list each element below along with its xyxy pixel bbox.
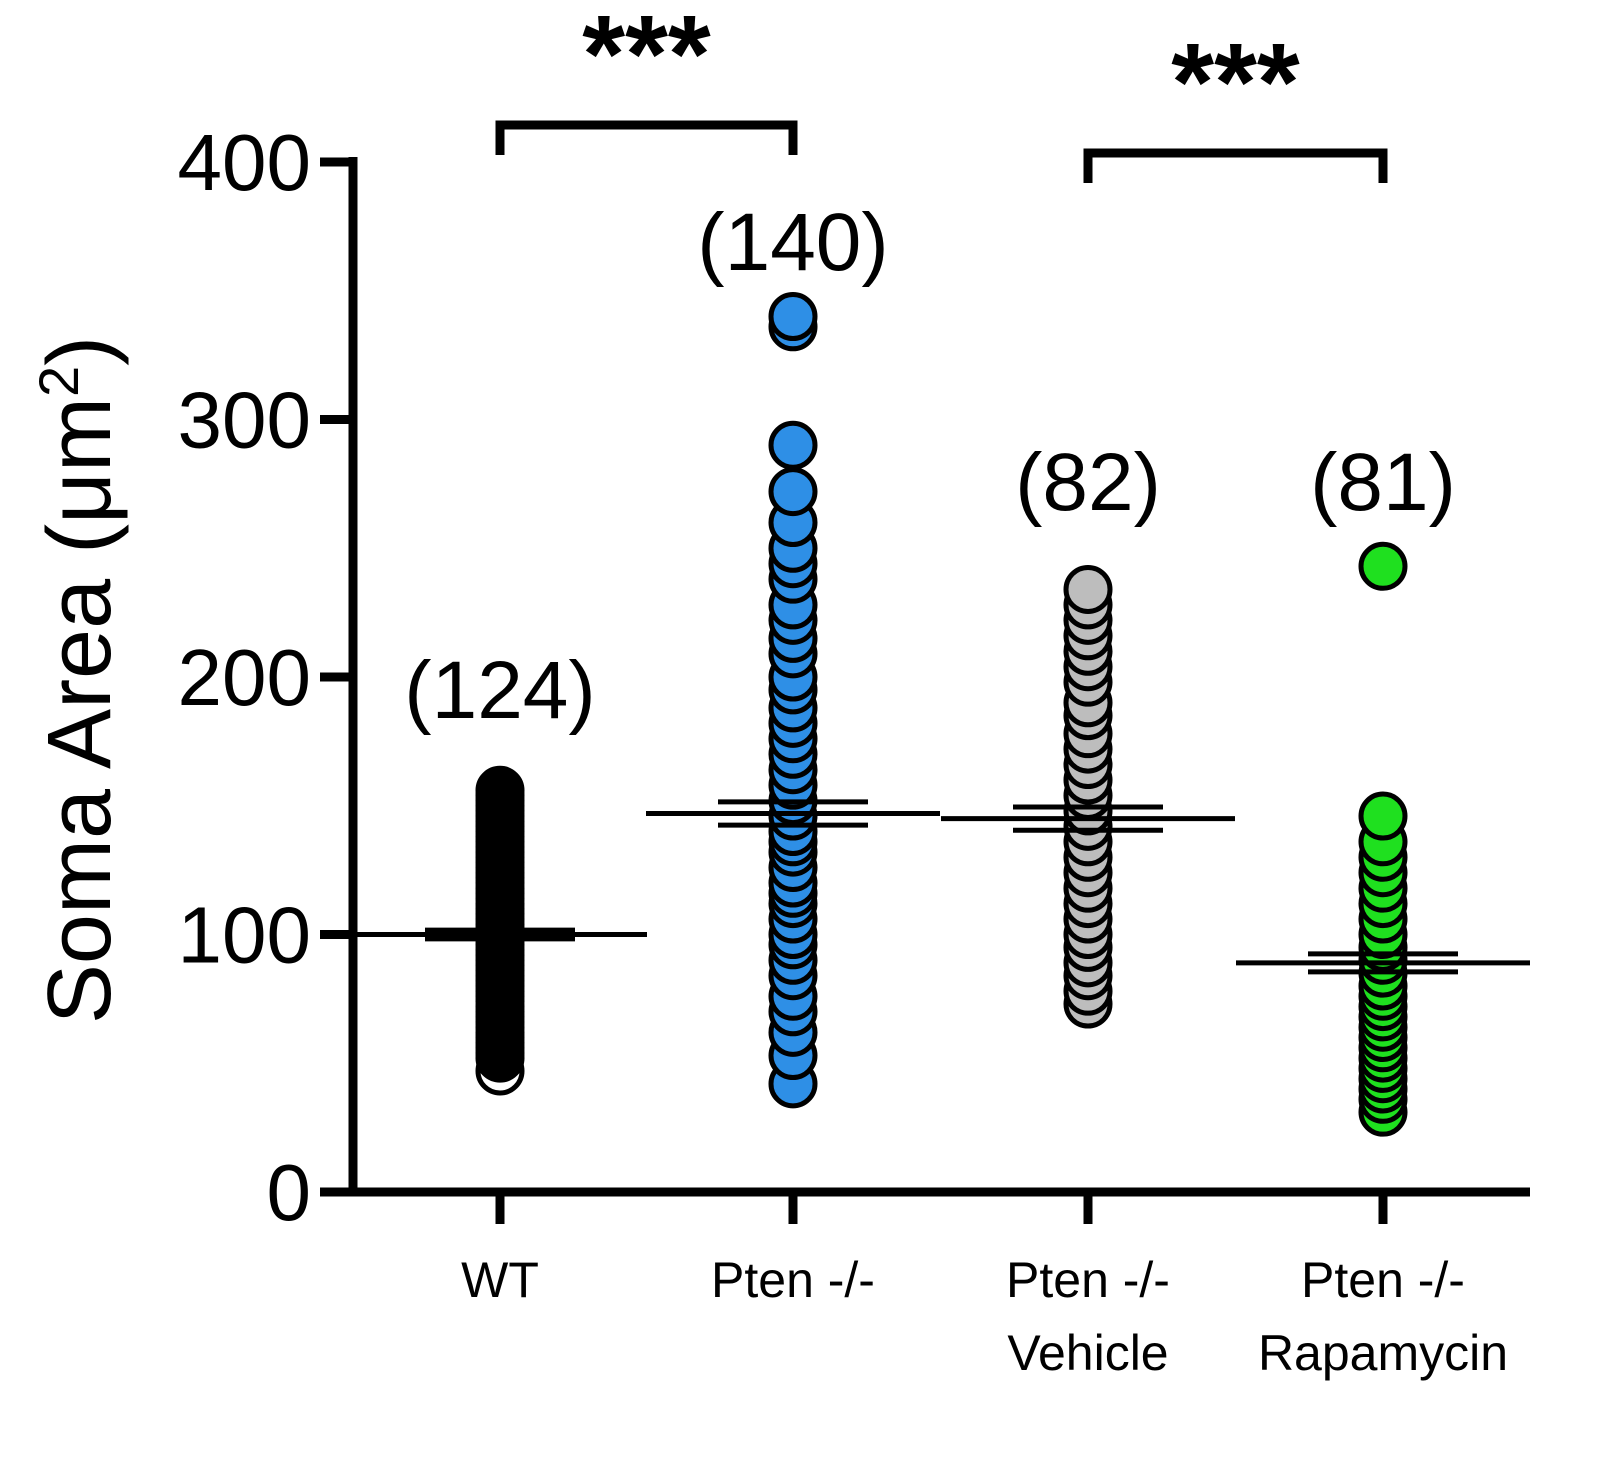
- data-point-pten: [768, 420, 818, 470]
- axes: [320, 157, 1530, 1224]
- y-tick-label: 200: [178, 633, 311, 722]
- category-label-rapamycin: Pten -/-: [1301, 1252, 1465, 1308]
- category-label-vehicle: Vehicle: [1007, 1325, 1168, 1381]
- category-label-vehicle: Pten -/-: [1006, 1252, 1170, 1308]
- data-points: [475, 292, 1408, 1137]
- mean-sem-bars: [353, 799, 1530, 975]
- significance-brackets: *** ***: [495, 0, 1388, 183]
- significance-bracket: [1083, 148, 1388, 183]
- y-axis-label-text: Soma Area (μm: [30, 397, 130, 1024]
- y-axis-label-superscript: 2: [27, 366, 90, 397]
- data-point-wt: [475, 765, 525, 815]
- labels: 0 100 200 300 400 WT (124) Pten -/- (140) Pten -/…: [27, 118, 1508, 1381]
- y-axis-label-close: ): [30, 336, 130, 366]
- category-label-rapamycin: Rapamycin: [1258, 1325, 1508, 1381]
- y-tick-label: 100: [178, 891, 311, 980]
- data-point-pten: [768, 467, 818, 517]
- n-count-label-rapamycin: (81): [1310, 437, 1456, 528]
- data-point-vehicle: [1063, 564, 1113, 614]
- y-tick-label: 0: [267, 1148, 312, 1237]
- data-point-pten: [768, 292, 818, 341]
- data-point-rapamycin: [1358, 791, 1408, 841]
- n-count-label-wt: (124): [404, 645, 595, 736]
- n-count-label-pten: (140): [697, 197, 888, 288]
- data-point-rapamycin: [1358, 541, 1408, 591]
- category-label-pten: Pten -/-: [711, 1252, 875, 1308]
- y-tick-label: 300: [178, 376, 311, 465]
- significance-stars: ***: [1171, 21, 1300, 144]
- significance-bracket: [495, 120, 798, 155]
- significance-stars: ***: [582, 0, 711, 116]
- n-count-label-vehicle: (82): [1015, 437, 1161, 528]
- category-label-wt: WT: [461, 1252, 539, 1308]
- y-axis-label: Soma Area (μm2): [27, 336, 130, 1024]
- y-tick-label: 400: [178, 118, 311, 207]
